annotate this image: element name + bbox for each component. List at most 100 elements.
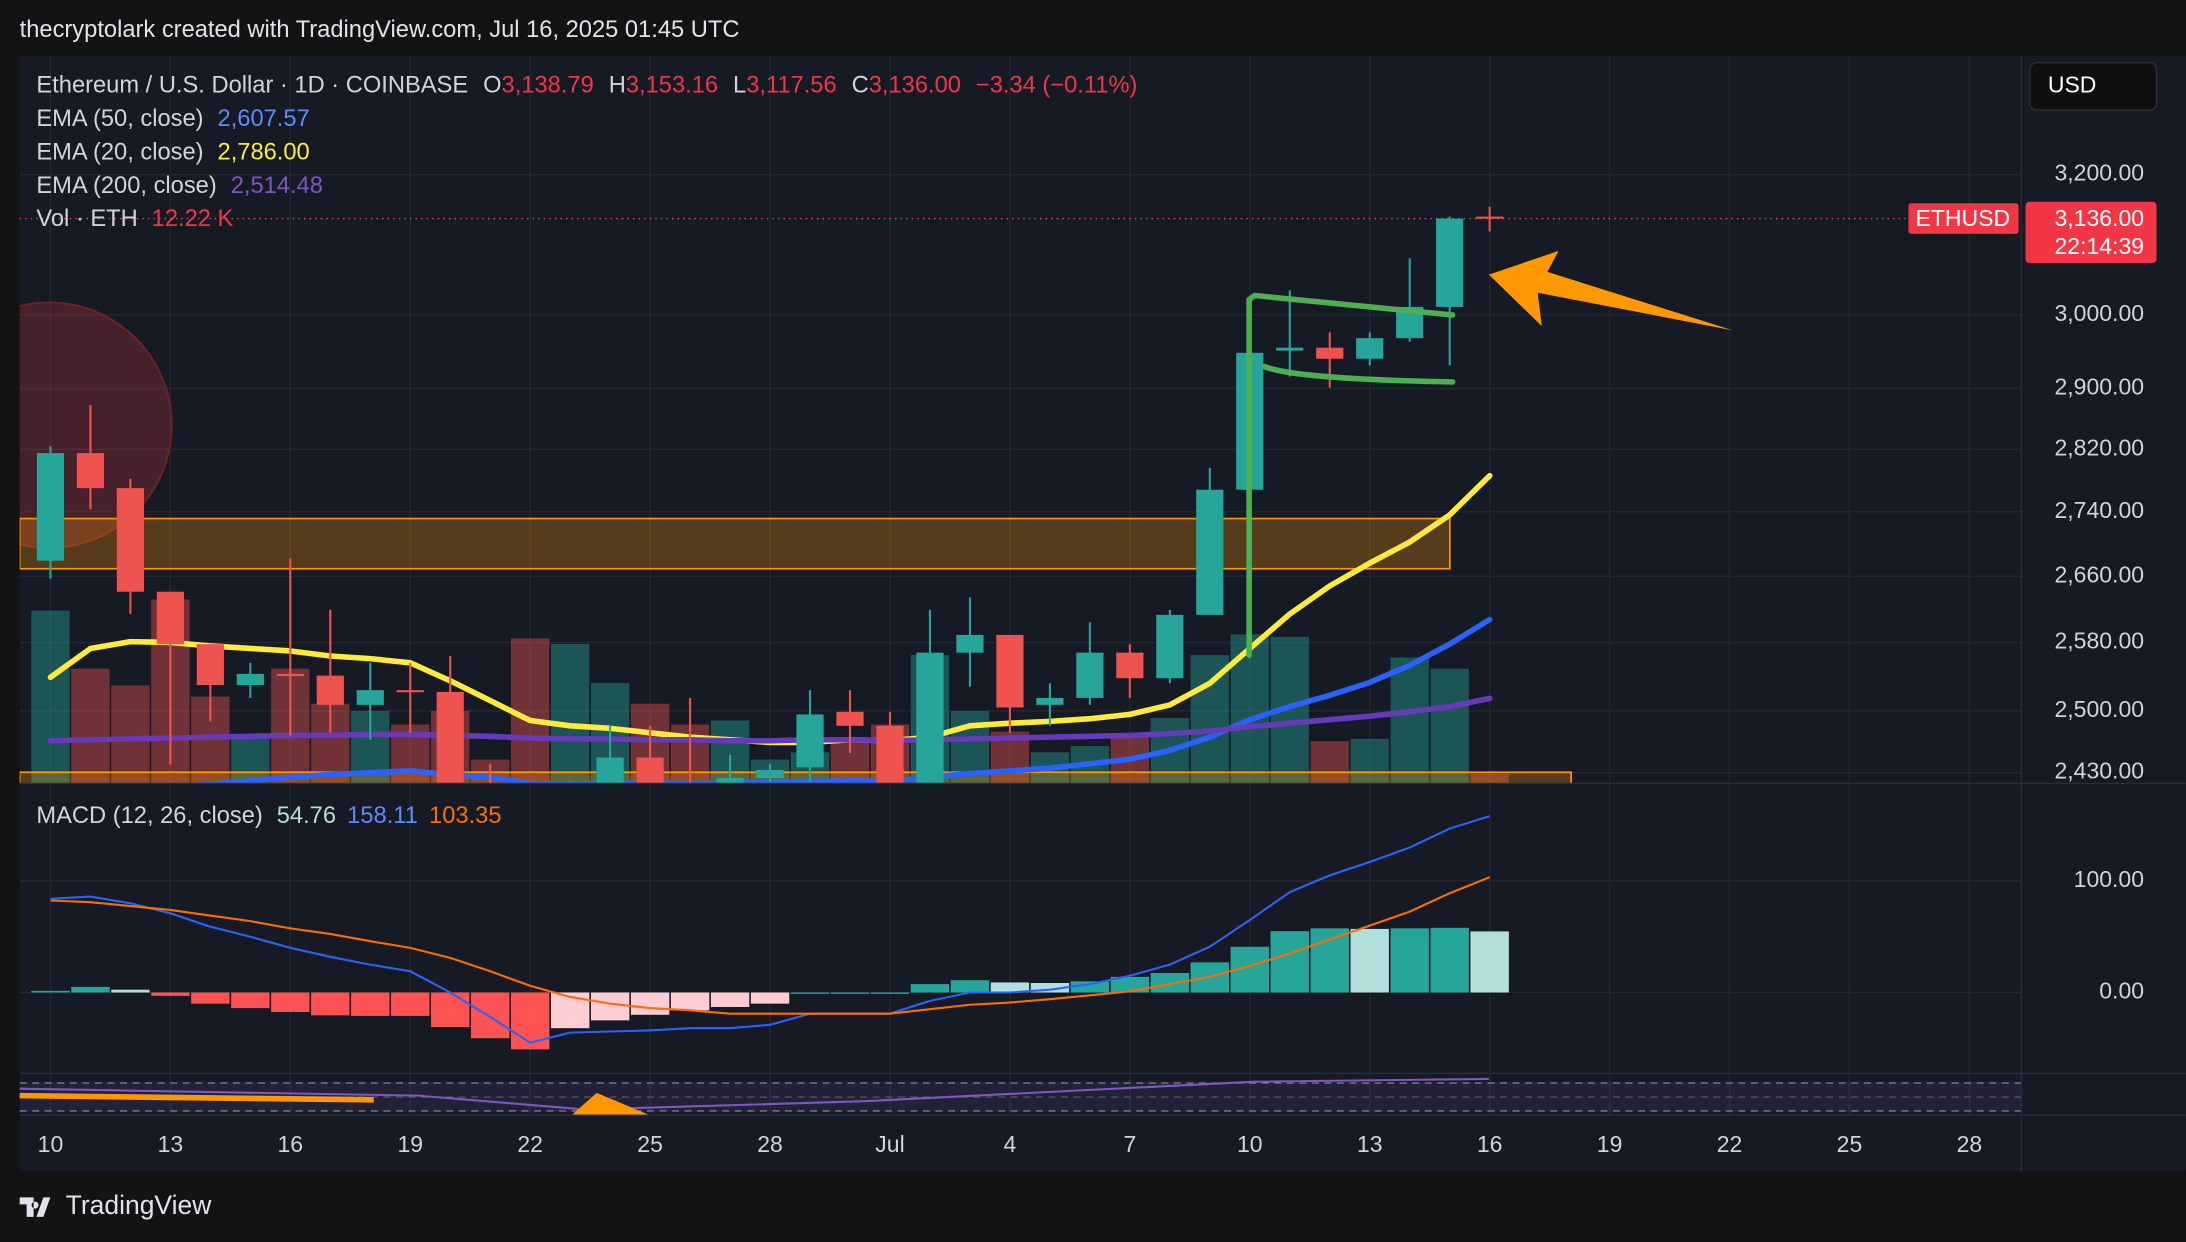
- macd-histogram-bar: [231, 992, 270, 1009]
- x-tick-label: 13: [1357, 1131, 1383, 1157]
- x-tick-label: 25: [637, 1131, 663, 1157]
- legend-entry: EMA (50, close) 2,607.57: [36, 106, 309, 132]
- macd-histogram-bar: [191, 992, 230, 1004]
- candle-body: [276, 673, 304, 676]
- y-tick-label: 3,200.00: [2054, 160, 2144, 186]
- candle-body: [1116, 652, 1144, 679]
- candle-body: [1156, 614, 1184, 679]
- countdown: 22:14:39: [2054, 233, 2144, 259]
- x-tick-label: 16: [1477, 1131, 1503, 1157]
- y-tick-label: 2,580.00: [2054, 628, 2144, 654]
- candle-body: [1076, 652, 1104, 698]
- volume-bar: [1310, 741, 1349, 784]
- volume-bar: [31, 610, 70, 784]
- y-tick-label: 2,740.00: [2054, 497, 2144, 523]
- x-tick-label: Jul: [875, 1131, 904, 1157]
- macd-histogram-bar: [1070, 981, 1110, 993]
- x-tick-label: 7: [1123, 1131, 1136, 1157]
- macd-histogram-bar: [1310, 928, 1349, 993]
- macd-histogram-bar: [710, 992, 750, 1007]
- macd-histogram-bar: [111, 989, 150, 993]
- macd-histogram-bar: [830, 992, 870, 994]
- macd-histogram-bar: [311, 992, 350, 1016]
- legend-value: 158.11: [347, 803, 418, 829]
- macd-histogram-bar: [1270, 931, 1309, 993]
- macd-histogram-bar: [1350, 928, 1389, 993]
- legend-entry: EMA (200, close) 2,514.48: [36, 173, 323, 199]
- volume-bar: [1430, 668, 1469, 784]
- macd-histogram-bar: [1430, 927, 1469, 993]
- candle-body: [196, 644, 224, 686]
- volume-bar: [71, 668, 110, 784]
- candle-body: [1356, 338, 1384, 359]
- candle-body: [716, 778, 744, 784]
- candle-body: [1316, 347, 1344, 359]
- x-tick-label: 28: [757, 1131, 783, 1157]
- macd-histogram-bar: [910, 984, 950, 993]
- legend-entry: EMA (20, close) 2,786.00: [36, 140, 309, 166]
- symbol: Ethereum / U.S. Dollar · 1D · COINBASE: [36, 73, 468, 99]
- macd-histogram-bar: [351, 992, 390, 1016]
- volume-bar: [111, 685, 150, 784]
- y-tick-label: 2,430.00: [2054, 758, 2144, 784]
- macd-line: [50, 815, 1491, 1044]
- candle-body: [876, 725, 904, 784]
- y-tick-label: 100.00: [2074, 866, 2144, 892]
- candle-body: [116, 488, 144, 592]
- macd-histogram-bar: [950, 980, 990, 993]
- strip-drawing: [571, 1092, 650, 1116]
- candle-body: [956, 634, 984, 653]
- candle-body: [36, 453, 65, 561]
- change: −3.34 (−0.11%): [976, 73, 1138, 99]
- macd-histogram-bar: [71, 986, 110, 993]
- legend-value: 2,786.00: [218, 140, 310, 166]
- zone-drawing: [19, 771, 1572, 784]
- brand-logo: TradingView: [19, 1190, 212, 1220]
- x-tick-label: 10: [1237, 1131, 1263, 1157]
- macd-histogram-bar: [990, 982, 1030, 993]
- ohlc-value: 3,138.79: [502, 73, 594, 99]
- legend-name: Vol · ETH: [36, 207, 137, 233]
- x-tick-label: 25: [1837, 1131, 1863, 1157]
- macd-histogram-bar: [1390, 928, 1429, 993]
- candle-body: [1276, 347, 1304, 351]
- volume-bar: [1350, 738, 1389, 784]
- arrow-drawing: [1488, 250, 1733, 331]
- macd-histogram-bar: [1470, 931, 1509, 993]
- candle-body: [396, 690, 424, 693]
- macd-histogram-bar: [471, 992, 510, 1039]
- candle-body: [236, 673, 264, 686]
- ema-line: [47, 695, 1493, 744]
- ohlc-letter: C: [852, 73, 869, 99]
- x-tick-label: 28: [1957, 1131, 1983, 1157]
- volume-bar: [510, 638, 550, 784]
- macd-histogram-bar: [630, 992, 670, 1015]
- axes: 10 13 16 19 22 25 28 Jul 4 7 10 13 16 19 22 25 28 3,200.0…: [38, 160, 2157, 1157]
- price-tag: [2025, 201, 2157, 264]
- candle-body: [1476, 216, 1504, 219]
- x-tick-label: 4: [1004, 1131, 1017, 1157]
- currency-label[interactable]: USD: [2048, 72, 2097, 98]
- candle-body: [436, 691, 464, 784]
- legend-entry: Vol · ETH 12.22 K: [36, 207, 233, 233]
- y-tick-label: 3,000.00: [2054, 300, 2144, 326]
- legend-name: EMA (200, close): [36, 173, 216, 199]
- volume-bar: [1190, 655, 1230, 784]
- y-tick-label: 2,500.00: [2054, 696, 2144, 722]
- candle-layer: [36, 206, 1504, 784]
- macd-histogram-bar: [750, 992, 790, 1004]
- drawings-top: [1246, 250, 1733, 658]
- macd-histogram-bar: [1150, 972, 1190, 993]
- ohlc-value: 3,117.56: [746, 73, 836, 99]
- volume-bar: [1390, 657, 1429, 784]
- ticker-label: ETHUSD: [1916, 205, 2011, 231]
- zone-drawing: [19, 517, 1451, 570]
- macd-histogram-bar: [31, 990, 70, 993]
- volume-bar: [1470, 773, 1509, 784]
- candle-body: [316, 675, 344, 705]
- candle-body: [836, 711, 864, 726]
- macd-histogram-bar: [670, 992, 710, 1011]
- currency-button[interactable]: [2029, 62, 2158, 111]
- legend-value: 2,514.48: [231, 173, 323, 199]
